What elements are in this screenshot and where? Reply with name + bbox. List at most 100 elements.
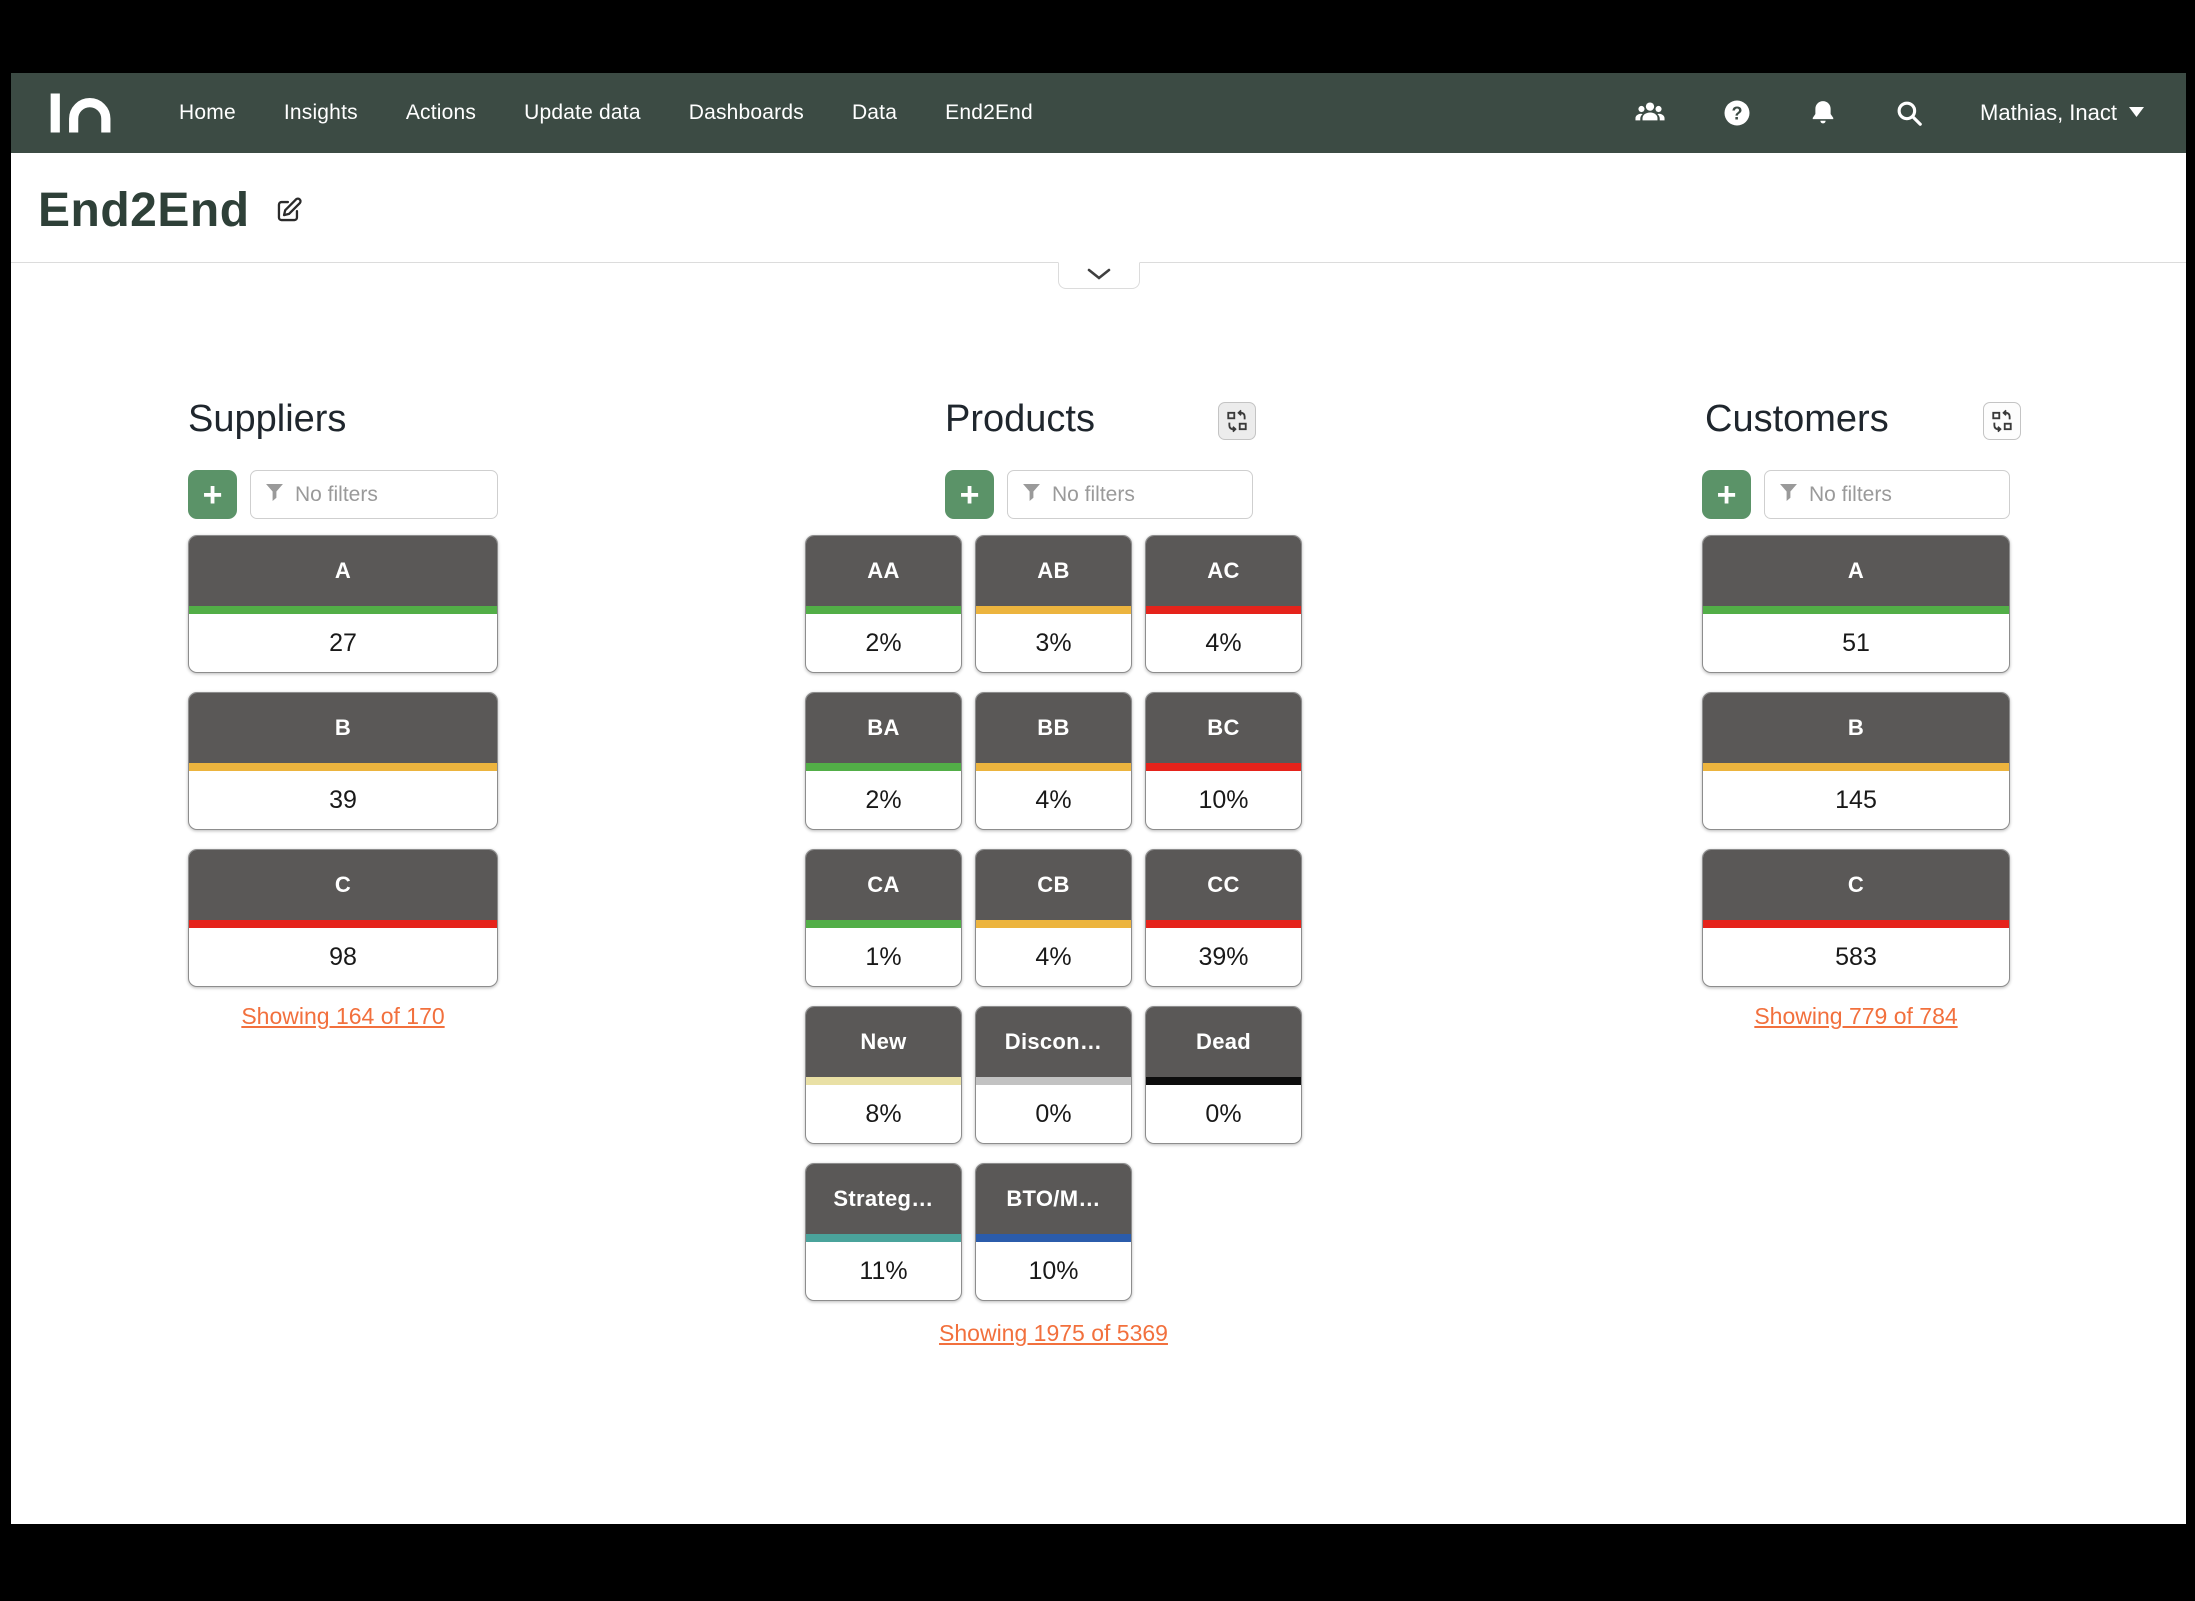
product-card-discontinued[interactable]: Discon… 0%: [975, 1006, 1132, 1144]
nav-item-home[interactable]: Home: [179, 101, 236, 124]
product-card-ab[interactable]: AB 3%: [975, 535, 1132, 673]
card-accent-bar: [976, 1234, 1131, 1242]
card-value: 0%: [1035, 1099, 1072, 1128]
card-label: C: [1703, 850, 2009, 920]
customers-title: Customers: [1705, 397, 1889, 440]
product-card-strategic[interactable]: Strateg… 11%: [805, 1163, 962, 1301]
chevron-down-icon: [1087, 267, 1111, 285]
card-value: 2%: [865, 785, 902, 814]
supplier-card-c[interactable]: C 98: [188, 849, 498, 987]
add-filter-button[interactable]: +: [188, 470, 237, 519]
product-card-new[interactable]: New 8%: [805, 1006, 962, 1144]
products-filter-box[interactable]: No filters: [1007, 470, 1253, 519]
suppliers-filter-box[interactable]: No filters: [250, 470, 498, 519]
product-card-aa[interactable]: AA 2%: [805, 535, 962, 673]
bell-icon[interactable]: [1808, 98, 1838, 128]
card-value: 39: [329, 785, 357, 814]
nav-item-actions[interactable]: Actions: [405, 101, 477, 124]
edit-icon[interactable]: [274, 196, 303, 225]
card-accent-bar: [1146, 763, 1301, 771]
supplier-card-a[interactable]: A 27: [188, 535, 498, 673]
filter-placeholder: No filters: [1052, 482, 1135, 506]
product-card-ca[interactable]: CA 1%: [805, 849, 962, 987]
suppliers-showing-link[interactable]: Showing 164 of 170: [241, 1003, 445, 1029]
card-value: 4%: [1035, 942, 1072, 971]
nav-item-insights[interactable]: Insights: [283, 101, 358, 124]
card-value: 39%: [1198, 942, 1249, 971]
nav-item-end2end[interactable]: End2End: [945, 101, 1033, 124]
products-showing: Showing 1975 of 5369: [805, 1320, 1302, 1347]
page-title: End2End: [38, 184, 250, 237]
card-value: 4%: [1205, 628, 1242, 657]
card-label: A: [1703, 536, 2009, 606]
add-filter-button[interactable]: +: [1702, 470, 1751, 519]
card-label: AA: [806, 536, 961, 606]
customers-cards: A 51 B 145 C 583: [1702, 535, 2010, 987]
add-filter-button[interactable]: +: [945, 470, 994, 519]
card-value: 10%: [1198, 785, 1249, 814]
app-window: Home Insights Actions Update data Dashbo…: [11, 73, 2186, 1524]
nav-item-update-data[interactable]: Update data: [524, 101, 641, 124]
card-label: CA: [806, 850, 961, 920]
products-cards: AA 2% AB 3% AC 4% BA 2% BB: [805, 535, 1302, 1301]
card-label: Discon…: [976, 1007, 1131, 1077]
card-accent-bar: [189, 920, 497, 928]
product-card-bb[interactable]: BB 4%: [975, 692, 1132, 830]
products-header: Products: [945, 393, 1095, 445]
people-icon[interactable]: [1634, 97, 1666, 129]
card-accent-bar: [976, 1077, 1131, 1085]
card-value: 3%: [1035, 628, 1072, 657]
card-label: AC: [1146, 536, 1301, 606]
card-value: 8%: [865, 1099, 902, 1128]
card-accent-bar: [806, 606, 961, 614]
card-label: Dead: [1146, 1007, 1301, 1077]
search-icon[interactable]: [1894, 98, 1924, 128]
card-accent-bar: [1703, 920, 2009, 928]
card-value: 1%: [865, 942, 902, 971]
filter-placeholder: No filters: [295, 482, 378, 506]
product-card-dead[interactable]: Dead 0%: [1145, 1006, 1302, 1144]
customer-card-a[interactable]: A 51: [1702, 535, 2010, 673]
card-value: 11%: [859, 1256, 908, 1285]
page-title-row: End2End: [38, 183, 303, 238]
product-card-bc[interactable]: BC 10%: [1145, 692, 1302, 830]
card-accent-bar: [976, 606, 1131, 614]
help-icon[interactable]: ?: [1722, 98, 1752, 128]
card-label: BB: [976, 693, 1131, 763]
card-value: 27: [329, 628, 357, 657]
card-label: B: [1703, 693, 2009, 763]
customer-card-c[interactable]: C 583: [1702, 849, 2010, 987]
nav-item-data[interactable]: Data: [851, 101, 898, 124]
inact-logo-icon[interactable]: [45, 90, 123, 136]
customer-card-b[interactable]: B 145: [1702, 692, 2010, 830]
swap-dimension-button[interactable]: [1983, 402, 2021, 440]
customers-showing: Showing 779 of 784: [1702, 1003, 2010, 1030]
suppliers-filter-row: + No filters: [188, 470, 498, 519]
collapse-panel-button[interactable]: [1058, 262, 1140, 289]
customers-filter-box[interactable]: No filters: [1764, 470, 2010, 519]
card-accent-bar: [806, 1234, 961, 1242]
card-accent-bar: [976, 763, 1131, 771]
product-card-cb[interactable]: CB 4%: [975, 849, 1132, 987]
card-accent-bar: [806, 920, 961, 928]
user-menu[interactable]: Mathias, Inact: [1980, 100, 2144, 126]
funnel-icon: [265, 483, 284, 507]
card-accent-bar: [806, 763, 961, 771]
product-card-ba[interactable]: BA 2%: [805, 692, 962, 830]
product-card-cc[interactable]: CC 39%: [1145, 849, 1302, 987]
card-accent-bar: [189, 763, 497, 771]
customers-showing-link[interactable]: Showing 779 of 784: [1754, 1003, 1958, 1029]
customers-filter-row: + No filters: [1702, 470, 2010, 519]
product-card-ac[interactable]: AC 4%: [1145, 535, 1302, 673]
nav-item-dashboards[interactable]: Dashboards: [688, 101, 804, 124]
card-value: 583: [1835, 942, 1877, 971]
products-filter-row: + No filters: [945, 470, 1253, 519]
card-value: 10%: [1028, 1256, 1079, 1285]
product-card-bto[interactable]: BTO/M… 10%: [975, 1163, 1132, 1301]
user-name: Mathias, Inact: [1980, 100, 2117, 125]
card-label: BA: [806, 693, 961, 763]
supplier-card-b[interactable]: B 39: [188, 692, 498, 830]
card-label: C: [189, 850, 497, 920]
products-showing-link[interactable]: Showing 1975 of 5369: [939, 1320, 1168, 1346]
swap-dimension-button[interactable]: [1218, 402, 1256, 440]
